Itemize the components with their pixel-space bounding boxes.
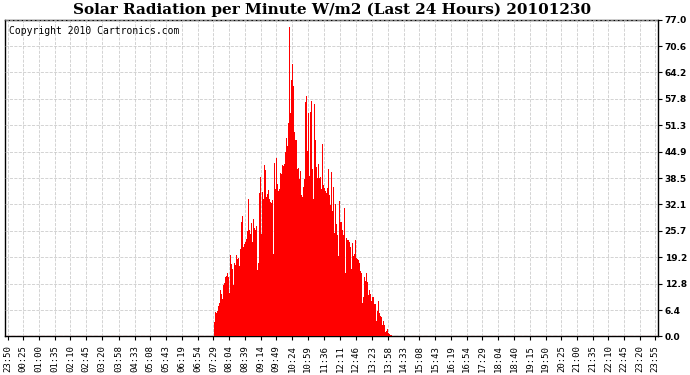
Title: Solar Radiation per Minute W/m2 (Last 24 Hours) 20101230: Solar Radiation per Minute W/m2 (Last 24… [72,3,591,17]
Text: Copyright 2010 Cartronics.com: Copyright 2010 Cartronics.com [9,26,179,36]
